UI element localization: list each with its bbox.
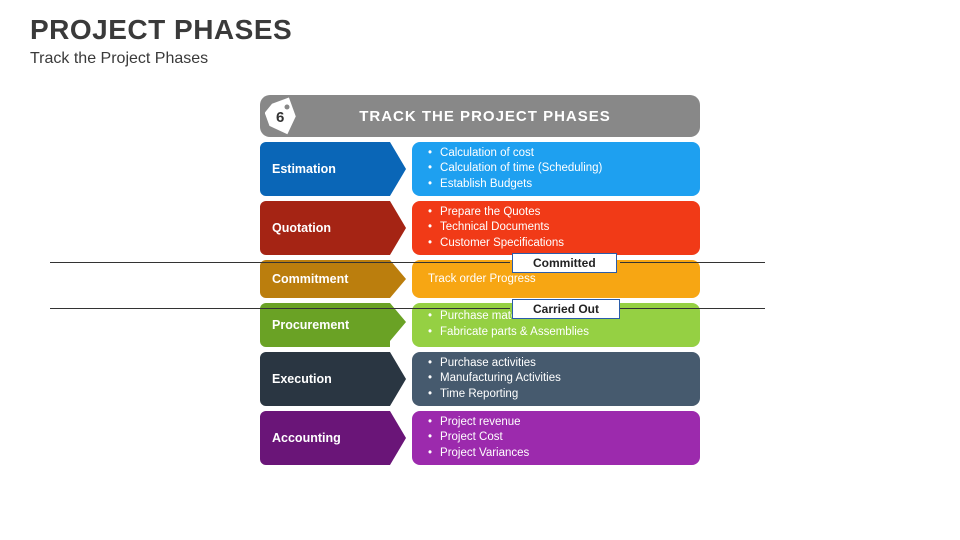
- phase-row: Quotation Prepare the QuotesTechnical Doc…: [260, 201, 700, 255]
- phase-item: Time Reporting: [428, 387, 690, 403]
- phase-item: Project Cost: [428, 430, 690, 446]
- status-label: Carried Out: [512, 299, 620, 319]
- divider-line: [620, 262, 765, 263]
- phase-content: Prepare the QuotesTechnical DocumentsCus…: [412, 201, 700, 255]
- phase-item-list: Prepare the QuotesTechnical DocumentsCus…: [428, 205, 690, 252]
- page-title: PROJECT PHASES: [0, 0, 960, 46]
- phase-item: Project Variances: [428, 446, 690, 462]
- phase-arrow: Commitment: [260, 260, 390, 298]
- phase-label: Estimation: [272, 162, 336, 176]
- phase-row: Estimation Calculation of costCalculation…: [260, 142, 700, 196]
- phase-arrow: Procurement: [260, 303, 390, 347]
- phase-item-list: Calculation of costCalculation of time (…: [428, 146, 690, 193]
- phase-arrow: Execution: [260, 352, 390, 406]
- diagram-header: 6 TRACK THE PROJECT PHASES: [260, 95, 700, 137]
- header-text: TRACK THE PROJECT PHASES: [310, 108, 700, 125]
- phase-item: Manufacturing Activities: [428, 371, 690, 387]
- phase-item: Purchase activities: [428, 356, 690, 372]
- phase-item: Calculation of cost: [428, 146, 690, 162]
- tag-number: 6: [276, 109, 285, 126]
- phase-item-list: Project revenueProject CostProject Varia…: [428, 415, 690, 462]
- phase-item: Customer Specifications: [428, 236, 690, 252]
- phase-row: Commitment Track order Progress: [260, 260, 700, 298]
- tag-icon: 6: [260, 95, 310, 137]
- phase-arrow: Accounting: [260, 411, 390, 465]
- phase-row: Accounting Project revenueProject CostPro…: [260, 411, 700, 465]
- phase-item: Establish Budgets: [428, 177, 690, 193]
- phase-item: Technical Documents: [428, 220, 690, 236]
- phase-content: Calculation of costCalculation of time (…: [412, 142, 700, 196]
- phase-label: Accounting: [272, 431, 341, 445]
- phase-item: Fabricate parts & Assemblies: [428, 325, 690, 341]
- phase-item: Prepare the Quotes: [428, 205, 690, 221]
- divider-line: [50, 262, 510, 263]
- phase-row: Execution Purchase activitiesManufacturin…: [260, 352, 700, 406]
- phase-item: Calculation of time (Scheduling): [428, 161, 690, 177]
- phase-arrow: Quotation: [260, 201, 390, 255]
- phase-label: Execution: [272, 372, 332, 386]
- phases-diagram: 6 TRACK THE PROJECT PHASES Estimation Cal…: [260, 95, 700, 465]
- divider-line: [620, 308, 765, 309]
- phase-content: Project revenueProject CostProject Varia…: [412, 411, 700, 465]
- status-label: Committed: [512, 253, 617, 273]
- phase-label: Quotation: [272, 221, 331, 235]
- phase-content: Purchase activitiesManufacturing Activit…: [412, 352, 700, 406]
- divider-line: [50, 308, 510, 309]
- phase-row: ProcurementPurchase materialsFabricate p…: [260, 303, 700, 347]
- phase-arrow: Estimation: [260, 142, 390, 196]
- phase-item-list: Purchase activitiesManufacturing Activit…: [428, 356, 690, 403]
- phase-label: Procurement: [272, 318, 349, 332]
- phase-item: Track order Progress: [428, 272, 690, 287]
- page-subtitle: Track the Project Phases: [0, 46, 960, 68]
- phase-item: Project revenue: [428, 415, 690, 431]
- phase-label: Commitment: [272, 272, 348, 286]
